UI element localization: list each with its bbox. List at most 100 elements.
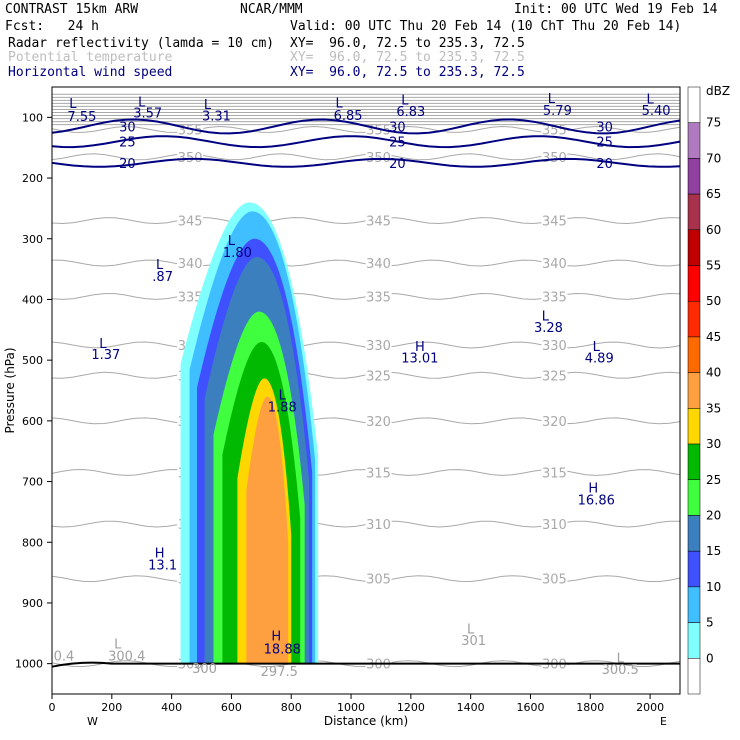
theta-contour-label: 335: [178, 290, 203, 305]
field-wind-xy: XY= 96.0, 72.5 to 235.3, 72.5: [290, 65, 525, 80]
extremum-label: 1.88: [268, 401, 297, 416]
colorbar-tick-label: 60: [706, 223, 721, 237]
y-tick-label: 300: [22, 233, 43, 246]
theta-contour-label: 305: [366, 573, 391, 588]
extremum-label: L: [617, 651, 625, 666]
colorbar-tick-label: 45: [706, 330, 721, 344]
colorbar-cell: [687, 408, 701, 445]
theta-contour-label: 335: [542, 290, 567, 305]
theta-contour-label: 310: [542, 518, 567, 533]
theta-label-bg: [541, 213, 568, 227]
colorbar-cell: [687, 193, 701, 231]
wind-contour: [51, 135, 681, 149]
theta-label-bg: [541, 289, 568, 303]
colorbar-cell: [687, 300, 701, 338]
x-tick-label: 1000: [337, 701, 365, 714]
x-tick-label: 400: [161, 701, 182, 714]
theta-label-bg: [365, 517, 392, 531]
theta-contour-label: 310: [366, 518, 391, 533]
extremum-label: L: [593, 340, 601, 355]
theta-label-bg: [177, 256, 204, 270]
colorbar-cell: [687, 122, 701, 159]
extremum-label: L: [548, 92, 556, 107]
theta-contour-label: 345: [542, 215, 567, 230]
extremum-label: 300.5: [602, 663, 639, 678]
theta-label-bg: [365, 289, 392, 303]
colorbar-unit: dBZ: [706, 84, 730, 98]
extremum-label: L: [279, 389, 287, 404]
extremum-label: 0.4: [54, 650, 75, 665]
colorbar-tick-label: 75: [706, 116, 721, 130]
colorbar-cell: [687, 229, 701, 266]
extremum-label: H: [271, 630, 281, 645]
colorbar-tick-label: 10: [706, 580, 721, 594]
theta-label-bg: [541, 465, 568, 479]
extremum-label: 3.28: [534, 321, 563, 336]
extremum-label: L: [114, 637, 122, 652]
plot-frame: [51, 86, 681, 695]
extremum-label: L: [99, 337, 107, 352]
theta-contour-label: 340: [542, 257, 567, 272]
wind-contour-label: 20: [596, 157, 613, 172]
extremum-label: L: [646, 92, 654, 107]
x-end-label-right: E: [660, 715, 667, 728]
forecast-hour: Fcst: 24 h: [5, 19, 99, 34]
extremum-label: L: [204, 98, 212, 113]
colorbar-tick-label: 55: [706, 259, 721, 273]
theta-label-bg: [541, 337, 568, 351]
y-tick-label: 700: [22, 476, 43, 489]
y-tick-label: 400: [22, 293, 43, 306]
colorbar-cell: [687, 372, 701, 409]
colorbar-cell: [687, 622, 701, 659]
wind-contour-label: 30: [389, 120, 406, 135]
valid-time: Valid: 00 UTC Thu 20 Feb 14 (10 ChT Thu …: [290, 19, 682, 34]
y-tick-label: 900: [22, 597, 43, 610]
field-reflectivity: Radar reflectivity (lamda = 10 cm): [8, 36, 275, 51]
x-tick-label: 0: [49, 701, 56, 714]
field-theta-xy: XY= 96.0, 72.5 to 235.3, 72.5: [290, 50, 525, 65]
extremum-label: 300.4: [108, 650, 145, 665]
field-theta: Potential temperature: [8, 50, 173, 65]
extremum-label: 301: [461, 634, 486, 649]
extremum-label: 16.86: [578, 494, 615, 509]
wind-contour-label: 20: [389, 157, 406, 172]
colorbar-tick-label: 25: [706, 473, 721, 487]
colorbar-tick-label: 40: [706, 366, 721, 380]
y-tick-label: 1000: [15, 658, 43, 671]
extremum-label: L: [138, 95, 146, 110]
theta-label-bg: [541, 413, 568, 427]
extremum-label: 300: [192, 662, 217, 677]
x-tick-label: 600: [221, 701, 242, 714]
colorbar-tick-label: 35: [706, 401, 721, 415]
theta-label-bg: [541, 517, 568, 531]
x-tick-label: 2000: [636, 701, 664, 714]
extremum-label: .87: [152, 270, 173, 285]
colorbar-tick-label: 5: [706, 616, 714, 630]
field-reflectivity-xy: XY= 96.0, 72.5 to 235.3, 72.5: [290, 36, 525, 51]
theta-contour-label: 320: [366, 415, 391, 430]
ground-line: [51, 661, 680, 668]
theta-label-bg: [365, 571, 392, 585]
colorbar-cell: [687, 479, 701, 516]
colorbar-tick-label: 65: [706, 187, 721, 201]
x-axis-label: Distance (km): [324, 714, 408, 728]
extremum-label: 3.31: [202, 109, 231, 124]
theta-label-bg: [365, 413, 392, 427]
theta-label-bg: [541, 256, 568, 270]
extremum-label: H: [415, 340, 425, 355]
x-tick-label: 200: [101, 701, 122, 714]
extremum-label: 297.5: [261, 665, 298, 680]
colorbar-tick-label: 15: [706, 544, 721, 558]
theta-contour-label: 315: [366, 466, 391, 481]
colorbar-tick-label: 0: [706, 651, 714, 665]
extremum-label: L: [467, 622, 475, 637]
y-tick-label: 500: [22, 354, 43, 367]
theta-contour-label: 305: [542, 573, 567, 588]
plot-area: [52, 87, 680, 694]
theta-contour-label: 300: [366, 658, 391, 673]
x-tick-label: 1800: [576, 701, 604, 714]
extremum-label: L: [401, 94, 409, 109]
extremum-label: 6.85: [334, 109, 363, 124]
